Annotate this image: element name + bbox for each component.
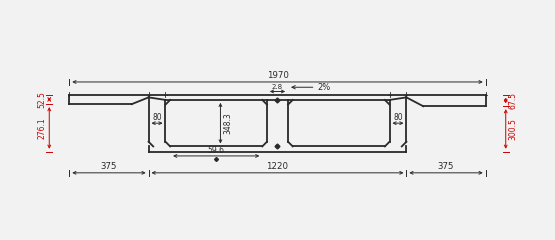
Text: 2%: 2% [317,83,331,92]
Text: 375: 375 [100,162,117,171]
Text: 1970: 1970 [266,71,289,80]
Text: 1220: 1220 [266,162,289,171]
Text: 348.3: 348.3 [224,112,233,134]
Text: 300.5: 300.5 [508,118,517,140]
Text: 59.6: 59.6 [208,146,225,155]
Text: 67.5: 67.5 [508,92,517,109]
Text: 276.1: 276.1 [38,117,47,139]
Text: 80: 80 [152,113,162,122]
Text: 375: 375 [438,162,455,171]
Text: 2.8: 2.8 [272,84,283,90]
Text: 80: 80 [393,113,403,122]
Text: 52.5: 52.5 [38,91,47,108]
